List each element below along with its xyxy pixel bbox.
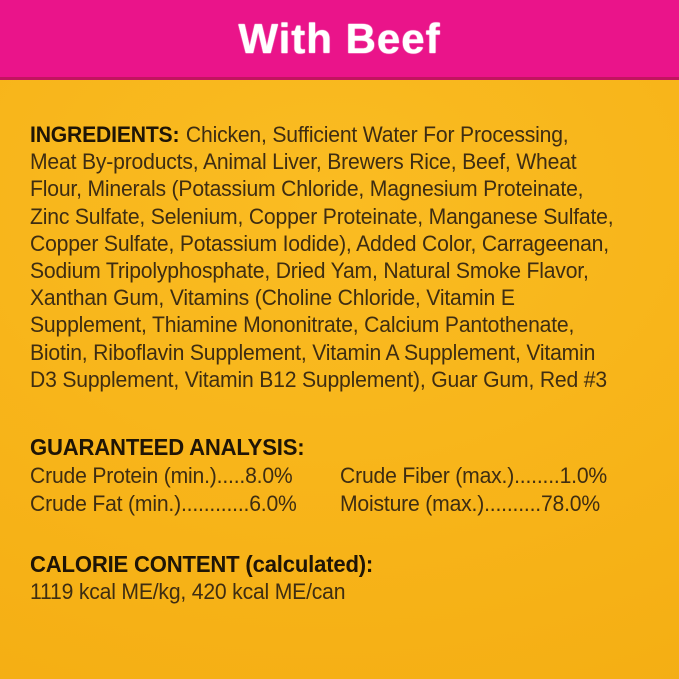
ingredients-line: Copper Sulfate, Potassium Iodide), Added… [30,230,609,256]
analysis-row-crude-fat: Crude Fat (min.)............6.0% [30,490,297,516]
guaranteed-analysis-left-column: Crude Protein (min.).....8.0% Crude Fat … [30,462,314,517]
calorie-content-heading: CALORIE CONTENT (calculated): [30,551,374,577]
analysis-row-moisture: Moisture (max.)..........78.0% [340,490,600,516]
ingredients-line-text: Chicken, Sufficient Water For Processing… [185,122,569,147]
ingredients-line: Biotin, Riboflavin Supplement, Vitamin A… [30,339,596,365]
ingredients-line: Sodium Tripolyphosphate, Dried Yam, Natu… [30,258,589,284]
guaranteed-analysis-heading: GUARANTEED ANALYSIS: [30,434,305,460]
ingredients-line: Meat By-products, Animal Liver, Brewers … [30,149,577,175]
ingredients-line: Xanthan Gum, Vitamins (Choline Chloride,… [30,285,515,311]
variety-banner: With Beef [0,0,679,80]
calorie-content-value: 1119 kcal ME/kg, 420 kcal ME/can [30,579,346,604]
ingredients-line: D3 Supplement, Vitamin B12 Supplement), … [30,366,607,392]
analysis-row-crude-protein: Crude Protein (min.).....8.0% [30,463,293,488]
ingredients-line: INGREDIENTS: Chicken, Sufficient Water Fo… [30,121,613,148]
ingredients-heading: INGREDIENTS: [30,122,180,147]
ingredients-line: Supplement, Thiamine Mononitrate, Calciu… [30,312,575,338]
variety-title: With Beef [238,14,441,62]
guaranteed-analysis-right-column: Crude Fiber (max.)........1.0% Moisture … [340,462,624,517]
ingredients-line: Zinc Sulfate, Selenium, Copper Proteinat… [30,203,614,229]
analysis-row-crude-fiber: Crude Fiber (max.)........1.0% [340,463,608,488]
ingredients-line: Flour, Minerals (Potassium Chloride, Mag… [30,176,584,202]
ingredients-section: INGREDIENTS: Chicken, Sufficient Water Fo… [30,121,614,393]
